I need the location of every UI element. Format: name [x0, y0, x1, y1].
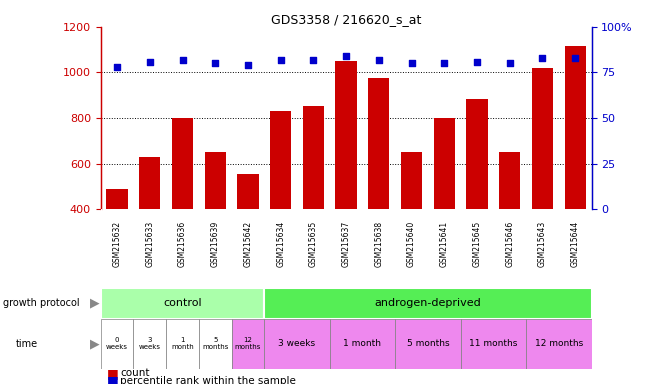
Text: 3 weeks: 3 weeks — [278, 339, 316, 348]
Bar — [199, 319, 231, 369]
Bar — [172, 118, 193, 301]
Text: GSM215643: GSM215643 — [538, 221, 547, 267]
Point — [504, 60, 515, 66]
Point — [341, 53, 351, 59]
Point — [538, 55, 548, 61]
Bar — [335, 61, 357, 301]
Point — [374, 56, 384, 63]
Text: growth protocol: growth protocol — [3, 298, 80, 308]
Text: GSM215638: GSM215638 — [374, 221, 384, 267]
Text: control: control — [163, 298, 202, 308]
Bar — [265, 288, 592, 319]
Text: GSM215644: GSM215644 — [571, 221, 580, 267]
Text: GSM215642: GSM215642 — [244, 221, 252, 267]
Text: GSM215633: GSM215633 — [146, 221, 154, 267]
Bar — [101, 319, 133, 369]
Text: ▶: ▶ — [90, 337, 99, 350]
Point — [308, 56, 318, 63]
Text: 0
weeks: 0 weeks — [106, 337, 128, 350]
Point — [210, 60, 220, 66]
Point — [472, 58, 482, 65]
Bar — [526, 319, 592, 369]
Point — [570, 55, 580, 61]
Text: 1
month: 1 month — [171, 337, 194, 350]
Text: 5 months: 5 months — [407, 339, 449, 348]
Bar — [166, 319, 199, 369]
Text: GSM215641: GSM215641 — [440, 221, 448, 267]
Point — [144, 58, 155, 65]
Text: GSM215632: GSM215632 — [112, 221, 122, 267]
Text: count: count — [120, 368, 150, 378]
Text: androgen-deprived: androgen-deprived — [374, 298, 481, 308]
Text: ▶: ▶ — [90, 297, 99, 310]
Text: GSM215639: GSM215639 — [211, 221, 220, 267]
Text: GSM215637: GSM215637 — [342, 221, 350, 267]
Bar — [499, 152, 521, 301]
Bar — [434, 118, 455, 301]
Bar — [139, 157, 161, 301]
Text: 1 month: 1 month — [343, 339, 382, 348]
Bar — [107, 189, 128, 301]
Bar — [101, 288, 265, 319]
Text: 11 months: 11 months — [469, 339, 517, 348]
Text: 12
months: 12 months — [235, 337, 261, 350]
Text: ■: ■ — [107, 367, 119, 380]
Bar — [564, 46, 586, 301]
Bar — [368, 78, 389, 301]
Text: time: time — [16, 339, 38, 349]
Text: 3
weeks: 3 weeks — [139, 337, 161, 350]
Point — [439, 60, 450, 66]
Point — [177, 56, 188, 63]
Point — [243, 62, 254, 68]
Text: percentile rank within the sample: percentile rank within the sample — [120, 376, 296, 384]
Text: GSM215634: GSM215634 — [276, 221, 285, 267]
Point — [276, 56, 286, 63]
Bar — [205, 152, 226, 301]
Bar — [265, 319, 330, 369]
Bar — [231, 319, 265, 369]
Bar — [461, 319, 526, 369]
Bar — [303, 106, 324, 301]
Point — [112, 64, 122, 70]
Point — [406, 60, 417, 66]
Bar — [133, 319, 166, 369]
Bar — [330, 319, 395, 369]
Text: GSM215640: GSM215640 — [407, 221, 416, 267]
Text: GSM215645: GSM215645 — [473, 221, 482, 267]
Bar — [237, 174, 259, 301]
Bar — [395, 319, 461, 369]
Bar — [532, 68, 553, 301]
Text: GSM215635: GSM215635 — [309, 221, 318, 267]
Text: ■: ■ — [107, 374, 119, 384]
Text: GSM215636: GSM215636 — [178, 221, 187, 267]
Bar — [401, 152, 423, 301]
Text: 12 months: 12 months — [535, 339, 583, 348]
Title: GDS3358 / 216620_s_at: GDS3358 / 216620_s_at — [271, 13, 421, 26]
Text: GSM215646: GSM215646 — [505, 221, 514, 267]
Bar — [270, 111, 291, 301]
Bar — [466, 99, 488, 301]
Text: 5
months: 5 months — [202, 337, 228, 350]
